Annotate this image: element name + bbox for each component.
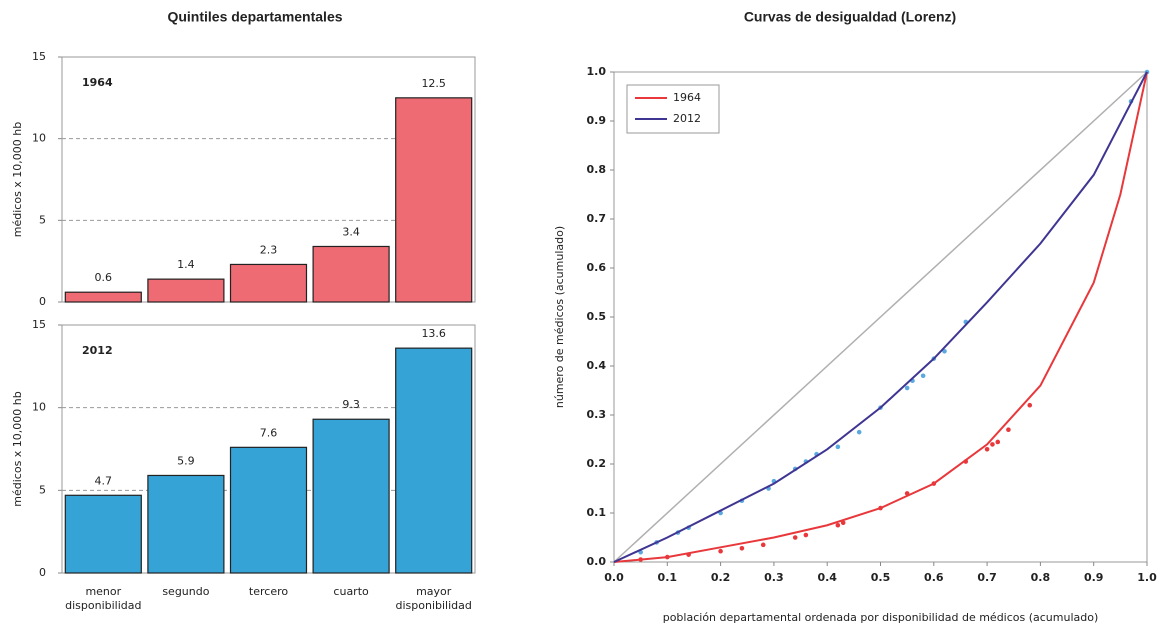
legend-label: 1964 bbox=[673, 91, 701, 104]
x-tick-label: 0.0 bbox=[604, 571, 624, 584]
line-series bbox=[613, 71, 1148, 563]
data-point bbox=[1006, 427, 1011, 433]
annotation: 1964 bbox=[82, 76, 113, 89]
y-tick-label: 5 bbox=[39, 213, 46, 226]
y-tick-label: 0.1 bbox=[587, 506, 607, 519]
y-tick-label: 10 bbox=[32, 401, 46, 414]
x-tick-label: 0.4 bbox=[817, 571, 837, 584]
bar bbox=[395, 97, 473, 303]
value-label: 2.3 bbox=[260, 243, 278, 256]
legend-label: 2012 bbox=[673, 112, 701, 125]
y-tick-label: 10 bbox=[32, 132, 46, 145]
x-tick-label: mayor disponibilidad bbox=[396, 585, 472, 612]
y-tick-label: 15 bbox=[32, 50, 46, 63]
bar bbox=[147, 474, 225, 574]
data-point bbox=[803, 532, 809, 538]
data-point bbox=[840, 520, 846, 526]
value-label: 0.6 bbox=[95, 271, 113, 284]
y-tick-label: 0.6 bbox=[587, 261, 607, 274]
y-axis-label: médicos x 10,000 hb bbox=[11, 122, 24, 237]
data-point bbox=[792, 535, 798, 540]
chart-title: Curvas de desigualdad (Lorenz) bbox=[744, 9, 956, 25]
y-tick-label: 0.3 bbox=[587, 408, 607, 421]
data-point bbox=[739, 545, 745, 551]
x-tick-label: 0.2 bbox=[711, 571, 731, 584]
y-tick-label: 0 bbox=[39, 295, 46, 308]
equality-line bbox=[613, 71, 1148, 563]
data-point bbox=[942, 349, 947, 354]
y-tick-label: 0.0 bbox=[587, 555, 607, 568]
x-tick-label: 0.3 bbox=[764, 571, 784, 584]
bar bbox=[229, 446, 308, 574]
x-tick-label: 0.9 bbox=[1084, 571, 1104, 584]
bar bbox=[147, 278, 225, 303]
annotation: 2012 bbox=[82, 344, 113, 357]
data-point bbox=[904, 385, 910, 391]
x-tick-label: 0.7 bbox=[977, 571, 997, 584]
x-tick-label: cuarto bbox=[333, 585, 369, 598]
value-label: 3.4 bbox=[342, 225, 360, 238]
value-label: 5.9 bbox=[177, 454, 195, 467]
value-label: 4.7 bbox=[95, 474, 113, 487]
y-tick-label: 0.4 bbox=[587, 359, 607, 372]
y-axis-label: médicos x 10,000 hb bbox=[11, 391, 24, 506]
y-tick-label: 5 bbox=[39, 483, 46, 496]
value-label: 9.3 bbox=[342, 398, 360, 411]
x-tick-label: 0.6 bbox=[924, 571, 944, 584]
line-series bbox=[613, 71, 1148, 563]
data-point bbox=[835, 522, 841, 528]
y-axis-label: número de médicos (acumulado) bbox=[553, 226, 566, 408]
x-tick-label: tercero bbox=[249, 585, 288, 598]
data-point bbox=[760, 542, 766, 548]
x-tick-label: 0.8 bbox=[1031, 571, 1051, 584]
x-axis-label: población departamental ordenada por dis… bbox=[663, 611, 1099, 624]
bar bbox=[64, 291, 142, 303]
value-label: 13.6 bbox=[421, 327, 446, 340]
data-point bbox=[920, 373, 926, 379]
data-point bbox=[835, 444, 841, 450]
x-tick-label: 1.0 bbox=[1137, 571, 1157, 584]
x-tick-label: 0.5 bbox=[871, 571, 891, 584]
bar bbox=[312, 245, 390, 303]
data-point bbox=[990, 442, 995, 447]
x-tick-label: menor disponibilidad bbox=[65, 585, 141, 612]
y-tick-label: 0.5 bbox=[587, 310, 607, 323]
bar bbox=[229, 263, 308, 303]
bar bbox=[312, 418, 390, 574]
value-label: 7.6 bbox=[260, 426, 278, 439]
x-tick-label: 0.1 bbox=[658, 571, 678, 584]
y-tick-label: 0.8 bbox=[587, 163, 607, 176]
chart-title: Quintiles departamentales bbox=[167, 9, 342, 25]
data-point bbox=[984, 447, 990, 452]
y-tick-label: 0 bbox=[39, 566, 46, 579]
y-tick-label: 1.0 bbox=[587, 65, 607, 78]
y-tick-label: 0.7 bbox=[587, 212, 607, 225]
bar bbox=[395, 347, 473, 574]
data-point bbox=[1027, 402, 1033, 408]
x-tick-label: segundo bbox=[162, 585, 209, 598]
y-tick-label: 0.2 bbox=[587, 457, 607, 470]
bar bbox=[64, 494, 142, 574]
data-point bbox=[995, 439, 1001, 445]
y-tick-label: 0.9 bbox=[587, 114, 607, 127]
data-point bbox=[718, 548, 723, 554]
value-label: 12.5 bbox=[421, 77, 446, 90]
legend-box bbox=[626, 84, 720, 134]
y-tick-label: 15 bbox=[32, 318, 46, 331]
data-point bbox=[856, 429, 862, 435]
value-label: 1.4 bbox=[177, 258, 195, 271]
